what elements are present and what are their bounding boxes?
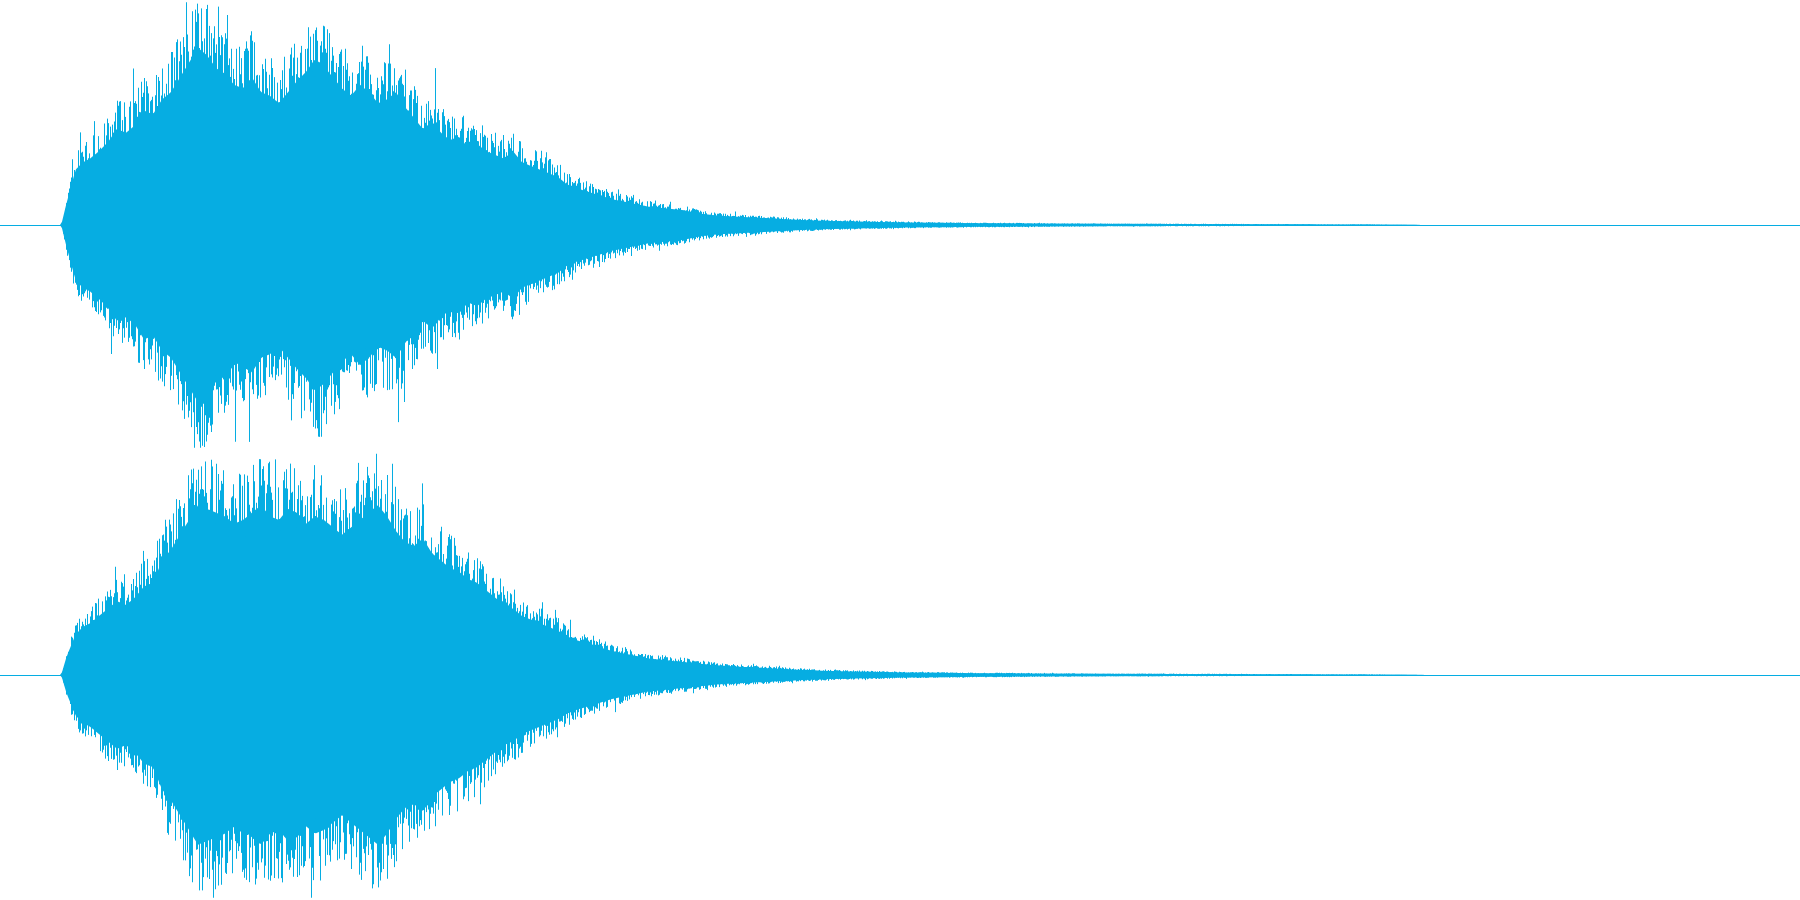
waveform-peak-strokes: [62, 453, 1424, 898]
waveform-channel-1: [0, 2, 1800, 448]
waveform-peaks: [62, 2, 1420, 448]
waveform-peak-strokes: [62, 2, 1420, 448]
waveform-peaks: [62, 453, 1424, 898]
waveform-channel-2: [0, 453, 1800, 898]
